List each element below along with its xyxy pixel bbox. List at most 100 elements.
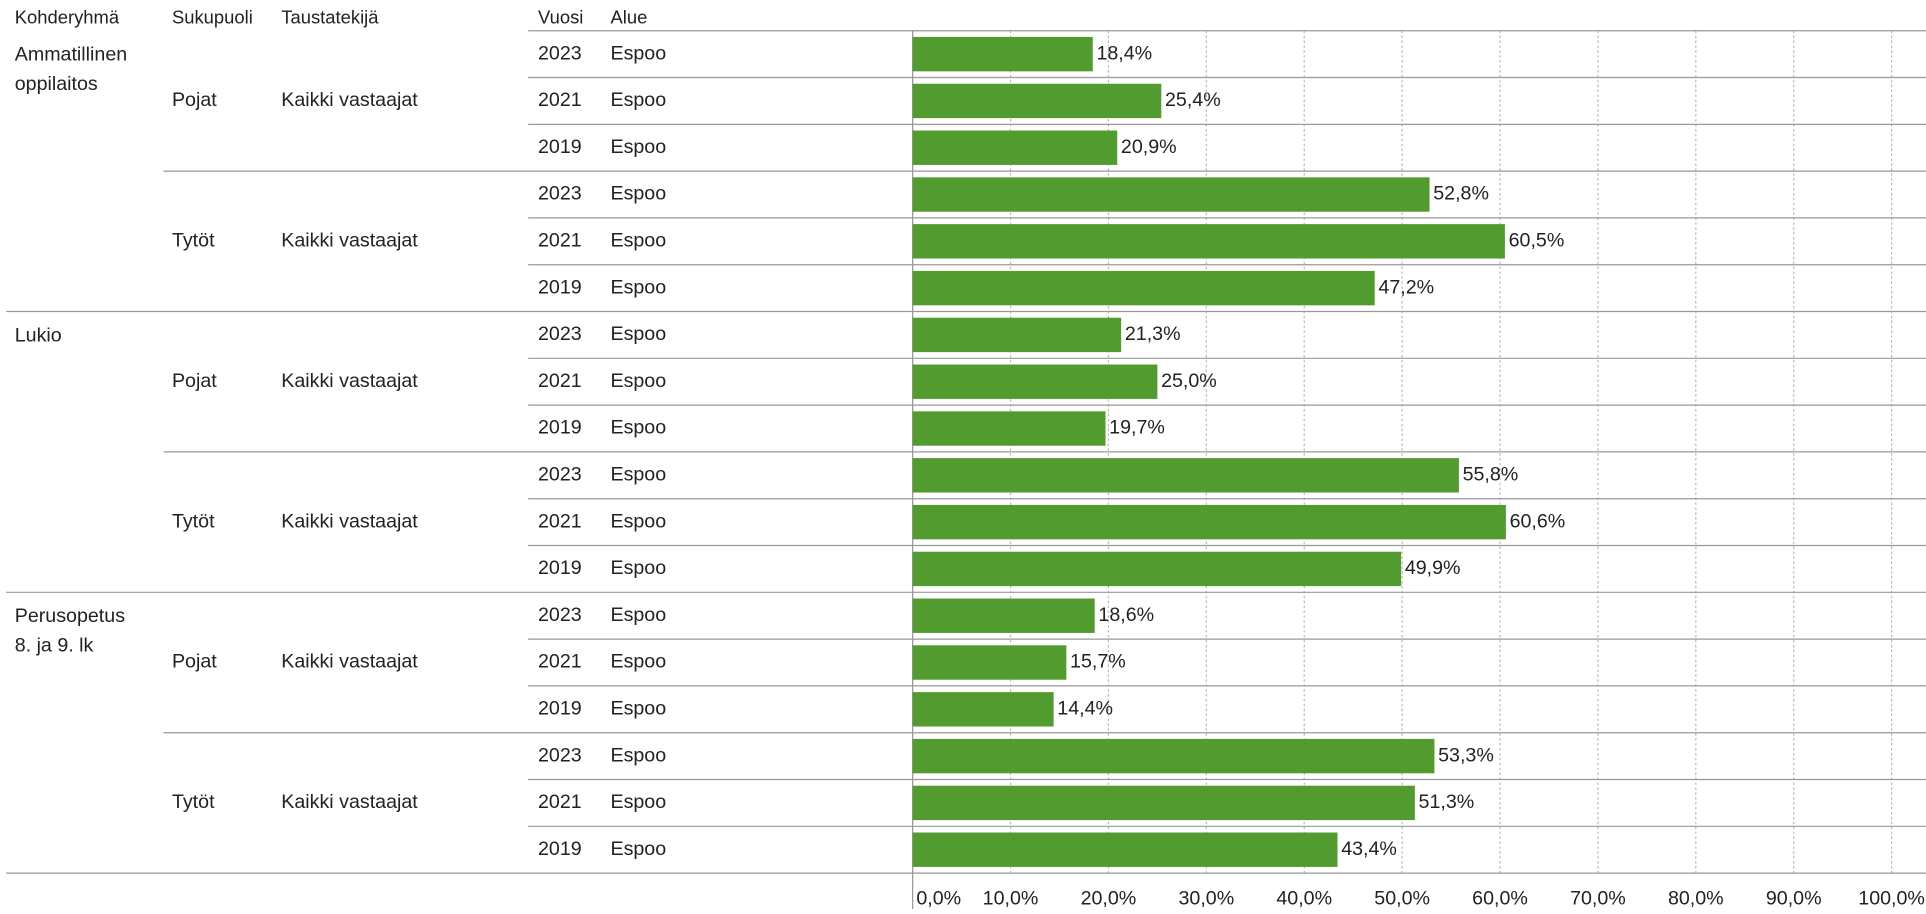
value-label: 25,4% bbox=[1165, 89, 1221, 111]
year-label: 2023 bbox=[538, 744, 582, 766]
value-label: 49,9% bbox=[1405, 557, 1461, 579]
x-tick-label: 40,0% bbox=[1276, 887, 1332, 909]
value-label: 51,3% bbox=[1419, 791, 1475, 813]
area-label: Espoo bbox=[610, 230, 666, 252]
year-label: 2019 bbox=[538, 698, 582, 720]
year-label: 2019 bbox=[538, 417, 582, 439]
value-label: 15,7% bbox=[1070, 651, 1126, 673]
group-label: Perusopetus bbox=[15, 605, 125, 627]
year-label: 2019 bbox=[538, 838, 582, 860]
value-label: 20,9% bbox=[1121, 136, 1177, 158]
area-label: Espoo bbox=[610, 557, 666, 579]
value-label: 25,0% bbox=[1161, 370, 1217, 392]
bar bbox=[912, 785, 1415, 821]
year-label: 2023 bbox=[538, 323, 582, 345]
column-header: Kohderyhmä bbox=[15, 6, 120, 27]
background-label: Kaikki vastaajat bbox=[281, 510, 418, 532]
x-tick-label: 20,0% bbox=[1081, 887, 1137, 909]
group-label: oppilaitos bbox=[15, 73, 98, 95]
bar bbox=[912, 83, 1162, 119]
year-label: 2021 bbox=[538, 510, 582, 532]
group-label: Ammatillinen bbox=[15, 43, 127, 65]
area-label: Espoo bbox=[610, 323, 666, 345]
bar bbox=[912, 504, 1506, 540]
year-label: 2021 bbox=[538, 370, 582, 392]
bar bbox=[912, 551, 1402, 587]
year-label: 2019 bbox=[538, 136, 582, 158]
area-label: Espoo bbox=[610, 604, 666, 626]
x-tick-label: 60,0% bbox=[1472, 887, 1528, 909]
bar bbox=[912, 177, 1430, 212]
area-label: Espoo bbox=[610, 276, 666, 298]
x-tick-label: 50,0% bbox=[1374, 887, 1430, 909]
value-label: 47,2% bbox=[1378, 276, 1434, 298]
bar bbox=[912, 224, 1505, 259]
area-label: Espoo bbox=[610, 464, 666, 486]
x-tick-label: 10,0% bbox=[983, 887, 1039, 909]
x-tick-label: 90,0% bbox=[1766, 887, 1822, 909]
gender-label: Tytöt bbox=[172, 510, 215, 532]
year-label: 2023 bbox=[538, 604, 582, 626]
column-header: Vuosi bbox=[538, 6, 583, 27]
year-label: 2021 bbox=[538, 89, 582, 111]
area-label: Espoo bbox=[610, 136, 666, 158]
background-label: Kaikki vastaajat bbox=[281, 89, 418, 111]
gender-label: Pojat bbox=[172, 89, 217, 111]
bar bbox=[912, 364, 1158, 399]
bar bbox=[912, 411, 1106, 446]
year-label: 2019 bbox=[538, 276, 582, 298]
year-label: 2021 bbox=[538, 791, 582, 813]
group-label: 8. ja 9. lk bbox=[15, 635, 94, 657]
year-label: 2021 bbox=[538, 230, 582, 252]
area-label: Espoo bbox=[610, 89, 666, 111]
bar bbox=[912, 692, 1054, 727]
bar bbox=[912, 270, 1375, 306]
gender-label: Pojat bbox=[172, 651, 217, 673]
area-label: Espoo bbox=[610, 791, 666, 813]
bar bbox=[912, 458, 1459, 493]
value-label: 21,3% bbox=[1125, 323, 1181, 345]
bar bbox=[912, 36, 1093, 72]
bar bbox=[912, 130, 1118, 165]
bar bbox=[912, 645, 1067, 680]
value-label: 52,8% bbox=[1433, 183, 1489, 205]
gender-label: Tytöt bbox=[172, 230, 215, 252]
year-label: 2023 bbox=[538, 464, 582, 486]
background-label: Kaikki vastaajat bbox=[281, 651, 418, 673]
bar bbox=[912, 317, 1122, 353]
value-label: 60,5% bbox=[1509, 230, 1565, 252]
value-label: 53,3% bbox=[1438, 744, 1494, 766]
x-tick-label: 70,0% bbox=[1570, 887, 1626, 909]
value-label: 19,7% bbox=[1109, 417, 1165, 439]
area-label: Espoo bbox=[610, 183, 666, 205]
value-label: 55,8% bbox=[1463, 464, 1519, 486]
area-label: Espoo bbox=[610, 651, 666, 673]
value-label: 60,6% bbox=[1510, 510, 1566, 532]
column-header: Alue bbox=[610, 6, 647, 27]
area-label: Espoo bbox=[610, 744, 666, 766]
x-tick-label: 0,0% bbox=[916, 887, 961, 909]
gender-label: Tytöt bbox=[172, 791, 215, 813]
value-label: 43,4% bbox=[1341, 838, 1397, 860]
background-label: Kaikki vastaajat bbox=[281, 370, 418, 392]
area-label: Espoo bbox=[610, 417, 666, 439]
group-label: Lukio bbox=[15, 324, 62, 346]
column-header: Sukupuoli bbox=[172, 6, 253, 27]
year-label: 2019 bbox=[538, 557, 582, 579]
x-tick-label: 100,0% bbox=[1858, 887, 1925, 909]
area-label: Espoo bbox=[610, 370, 666, 392]
bar bbox=[912, 832, 1338, 867]
value-label: 14,4% bbox=[1057, 698, 1113, 720]
value-label: 18,6% bbox=[1098, 604, 1154, 626]
gender-label: Pojat bbox=[172, 370, 217, 392]
bar bbox=[912, 598, 1095, 633]
background-label: Kaikki vastaajat bbox=[281, 791, 418, 813]
year-label: 2023 bbox=[538, 42, 582, 64]
column-header: Taustatekijä bbox=[281, 6, 379, 27]
year-label: 2023 bbox=[538, 183, 582, 205]
area-label: Espoo bbox=[610, 838, 666, 860]
value-label: 18,4% bbox=[1096, 42, 1152, 64]
area-label: Espoo bbox=[610, 42, 666, 64]
area-label: Espoo bbox=[610, 698, 666, 720]
